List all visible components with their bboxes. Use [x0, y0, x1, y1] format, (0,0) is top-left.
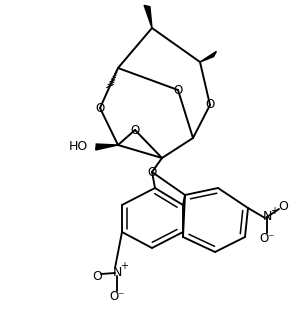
Text: N: N [262, 211, 272, 223]
Text: O: O [92, 270, 102, 282]
Text: O: O [95, 101, 104, 115]
Text: HO: HO [144, 0, 164, 1]
Text: HO: HO [68, 141, 88, 153]
Text: N: N [112, 266, 122, 280]
Text: O⁻: O⁻ [259, 231, 275, 245]
Text: +: + [120, 261, 128, 271]
Polygon shape [144, 5, 152, 28]
Text: O: O [278, 199, 288, 213]
Text: O: O [173, 83, 183, 97]
Text: O⁻: O⁻ [109, 290, 125, 302]
Polygon shape [96, 144, 118, 150]
Text: O: O [147, 166, 157, 178]
Text: O: O [205, 99, 215, 111]
Text: O: O [130, 124, 140, 136]
Polygon shape [200, 51, 217, 62]
Text: +: + [270, 206, 278, 216]
